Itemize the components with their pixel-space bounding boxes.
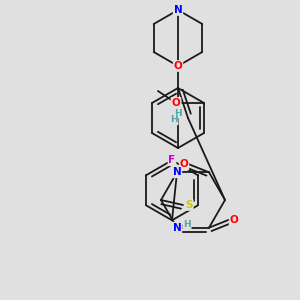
Text: O: O bbox=[180, 159, 188, 169]
Text: O: O bbox=[172, 98, 180, 108]
Text: H: H bbox=[170, 116, 178, 124]
Text: O: O bbox=[230, 215, 238, 225]
Text: O: O bbox=[174, 61, 182, 71]
Text: N: N bbox=[172, 167, 182, 177]
Text: methoxy: methoxy bbox=[150, 90, 156, 91]
Text: N: N bbox=[174, 5, 182, 15]
Text: N: N bbox=[172, 223, 182, 233]
Text: F: F bbox=[168, 155, 175, 165]
Text: O: O bbox=[172, 98, 180, 108]
Text: H: H bbox=[174, 109, 182, 118]
Text: H: H bbox=[183, 220, 191, 229]
Text: S: S bbox=[185, 200, 193, 210]
